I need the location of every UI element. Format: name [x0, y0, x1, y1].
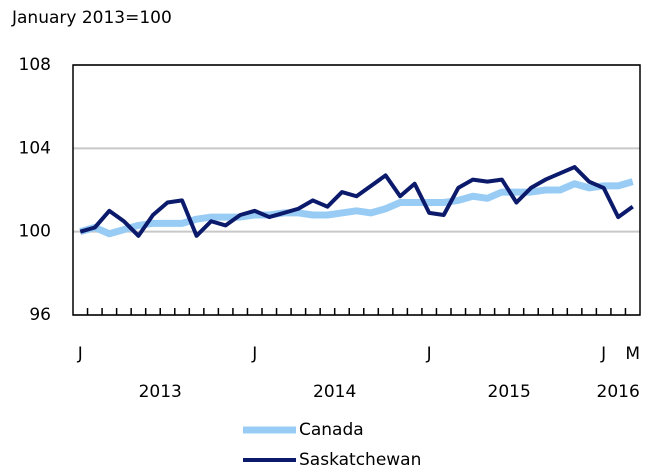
year-label: 2015: [488, 382, 531, 402]
y-tick-label: 100: [19, 222, 51, 242]
y-tick-label: 104: [19, 138, 51, 158]
chart-subtitle: January 2013=100: [11, 8, 172, 28]
x-tick-label: J: [77, 344, 83, 364]
x-tick-label: J: [251, 344, 257, 364]
plot-frame: [72, 64, 641, 316]
series-line: [79, 178, 634, 238]
year-label: 2016: [597, 382, 640, 402]
year-label: 2013: [139, 382, 182, 402]
y-tick-label: 96: [29, 305, 51, 325]
x-tick-label: M: [625, 344, 640, 364]
year-label: 2014: [313, 382, 356, 402]
x-tick-label: J: [426, 344, 432, 364]
series-line: [79, 165, 634, 238]
y-tick-label: 108: [19, 55, 51, 75]
x-tick-label: J: [600, 344, 606, 364]
legend-label: Canada: [299, 420, 364, 440]
legend-label: Saskatchewan: [299, 450, 421, 470]
